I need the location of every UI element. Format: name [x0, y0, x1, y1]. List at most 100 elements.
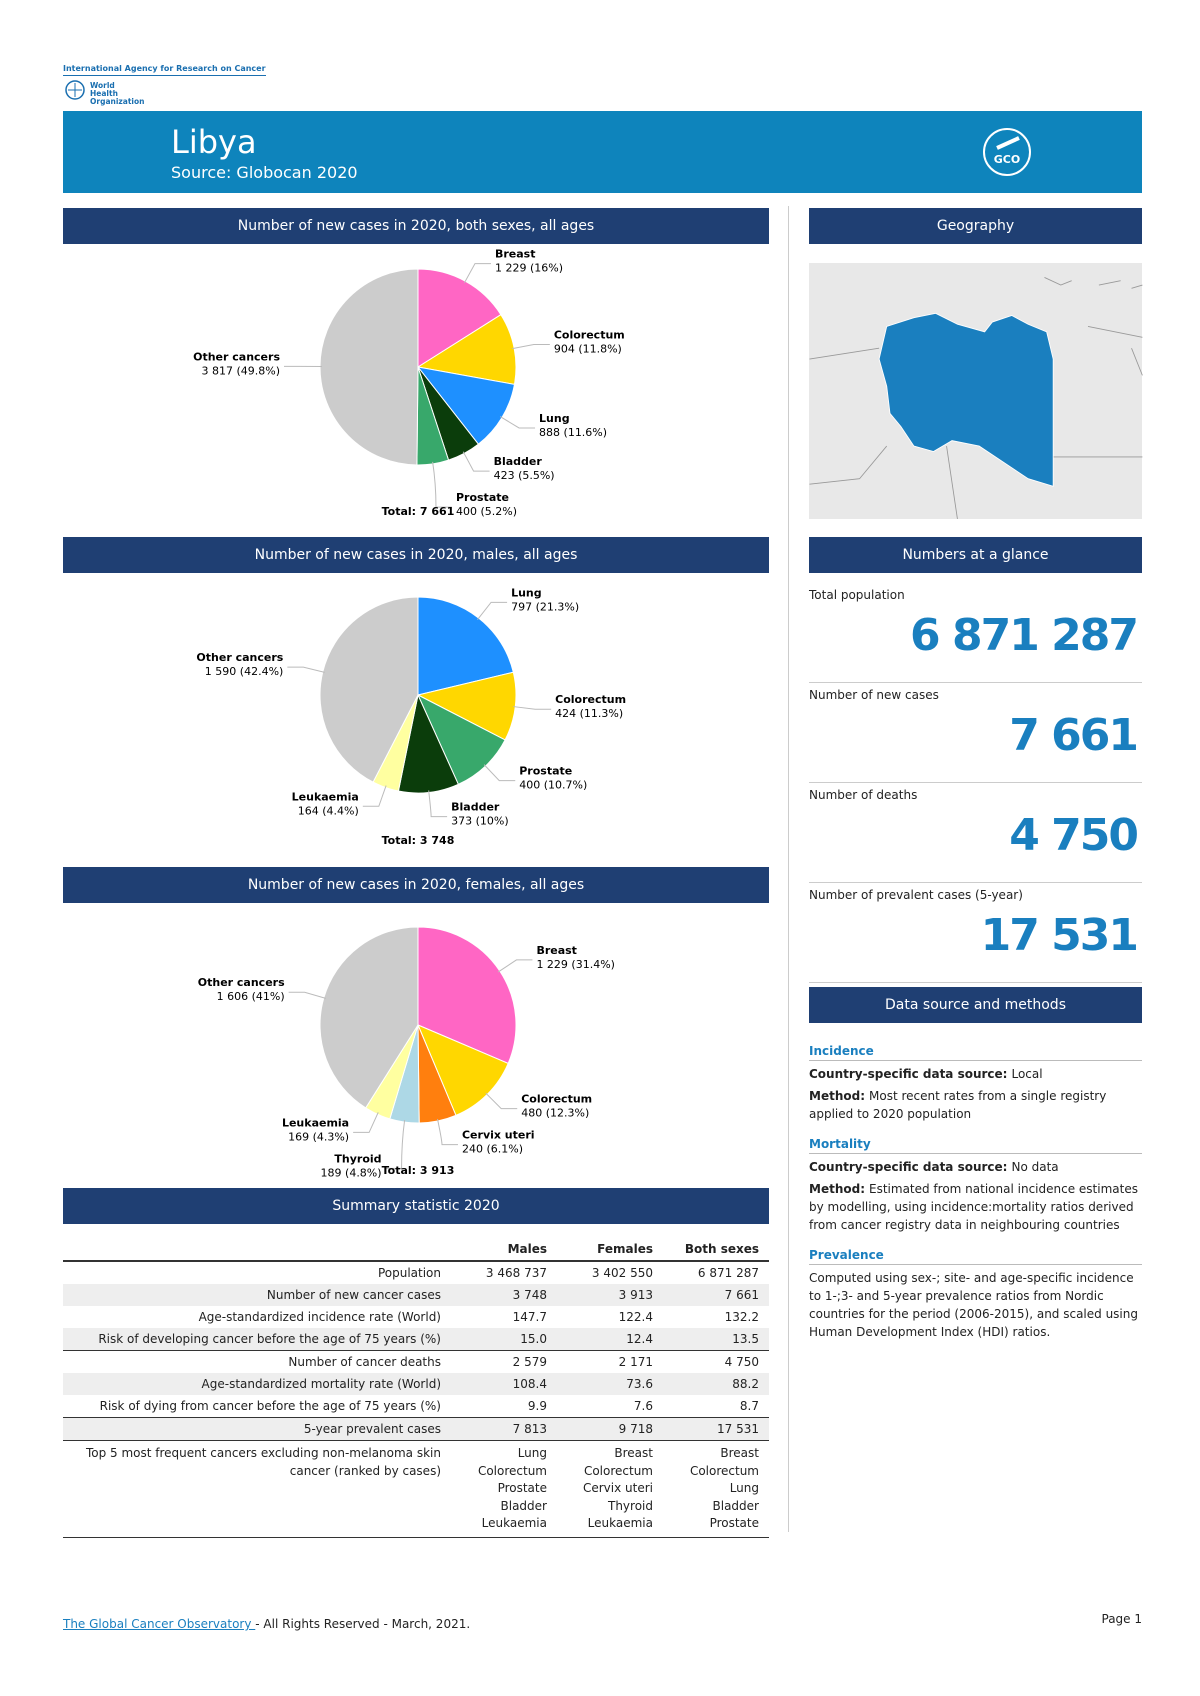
iarc-name: International Agency for Research on Can…	[63, 64, 266, 76]
glance-value: 7 661	[1009, 710, 1139, 761]
cell: 4 750	[724, 1355, 759, 1369]
method-line: Country-specific data source: Local	[809, 1065, 1142, 1083]
method-label: Method:	[809, 1089, 865, 1103]
table-row: Number of cancer deaths 2 579 2 171 4 750	[63, 1351, 769, 1374]
top5-item: Bladder	[500, 1498, 547, 1513]
slice-value: 904 (11.8%)	[554, 342, 622, 355]
slice-value: 424 (11.3%)	[555, 707, 623, 720]
cell: 7.6	[633, 1399, 653, 1413]
header-row: Males Females Both sexes	[63, 1238, 769, 1261]
country-title: Libya	[171, 123, 257, 161]
slice-value: 797 (21.3%)	[511, 600, 579, 613]
row-label: Number of cancer deaths	[288, 1355, 441, 1369]
slice-name: Cervix uteri	[462, 1129, 535, 1142]
footer-link[interactable]: The Global Cancer Observatory	[63, 1617, 256, 1631]
cell: 6 871 287	[697, 1266, 759, 1280]
row-label: Age-standardized mortality rate (World)	[201, 1377, 441, 1391]
slice-value: 1 606 (41%)	[217, 990, 285, 1003]
glance-rule	[809, 982, 1142, 983]
slice-name: Other cancers	[196, 651, 283, 664]
method-line: Method: Most recent rates from a single r…	[809, 1087, 1142, 1123]
top5-item: Prostate	[497, 1481, 547, 1496]
slice-value: 400 (10.7%)	[519, 779, 587, 792]
slice-name: Lung	[539, 412, 570, 425]
cell: 2 171	[618, 1355, 653, 1369]
slice-value: 888 (11.6%)	[539, 426, 607, 439]
row-label: Number of new cancer cases	[266, 1288, 441, 1302]
row-label: Risk of dying from cancer before the age…	[99, 1399, 441, 1413]
slice-value: 423 (5.5%)	[494, 469, 555, 482]
cell: 9 718	[618, 1422, 653, 1436]
method-text: Local	[1011, 1067, 1043, 1081]
top5-item: Leukaemia	[481, 1516, 547, 1531]
method-label: Country-specific data source:	[809, 1160, 1008, 1174]
slice-value: 240 (6.1%)	[462, 1143, 523, 1156]
table-row: Population 3 468 737 3 402 550 6 871 287	[63, 1261, 769, 1284]
gco-text: GCO	[994, 153, 1020, 166]
slice-value: 373 (10%)	[451, 815, 509, 828]
top5-item: Breast	[614, 1446, 653, 1460]
glance-value: 17 531	[980, 910, 1139, 961]
top5-item: Prostate	[709, 1516, 759, 1531]
slice-value: 400 (5.2%)	[456, 505, 517, 518]
pie-total: Total: 3 913	[382, 1164, 455, 1177]
glance-label: Total population	[809, 588, 905, 602]
slice-name: Prostate	[519, 765, 572, 778]
gco-logo: GCO	[983, 128, 1031, 176]
section-header: Data source and methods	[809, 987, 1142, 1023]
map	[809, 263, 1143, 520]
table-row: Risk of dying from cancer before the age…	[63, 1395, 769, 1418]
slice-name: Breast	[536, 944, 577, 957]
cell: 3 402 550	[591, 1266, 653, 1280]
source: Source: Globocan 2020	[171, 163, 358, 182]
method-label: Country-specific data source:	[809, 1067, 1008, 1081]
leader-line	[477, 601, 508, 620]
slice-name: Thyroid	[334, 1152, 381, 1165]
section-header: Number of new cases in 2020, females, al…	[63, 867, 769, 903]
cell: 3 913	[618, 1288, 653, 1302]
who-emblem	[65, 80, 85, 100]
table-row: Risk of developing cancer before the age…	[63, 1328, 769, 1351]
table-row: Age-standardized incidence rate (World) 1…	[63, 1306, 769, 1328]
leader-line	[437, 1118, 458, 1146]
cell: Breast Colorectum Lung Bladder Prostate	[663, 1441, 769, 1538]
slice-name: Other cancers	[193, 350, 280, 363]
top5-item: Thyroid	[608, 1498, 653, 1513]
section-header: Numbers at a glance	[809, 537, 1142, 573]
method-text: No data	[1011, 1160, 1059, 1174]
cell: 132.2	[724, 1310, 759, 1324]
cell: 88.2	[732, 1377, 759, 1391]
slice-name: Bladder	[494, 455, 543, 468]
cell: Breast Colorectum Cervix uteri Thyroid Leuka…	[557, 1441, 663, 1538]
cell: Lung Colorectum Prostate Bladder Leukaemia	[451, 1441, 557, 1538]
who-name: World Health Organization	[90, 81, 145, 106]
column-header: Both sexes	[684, 1242, 759, 1256]
leader-line	[512, 343, 550, 350]
slice-name: Colorectum	[555, 693, 626, 706]
top5-item: Lung	[517, 1446, 547, 1460]
cell: 9.9	[527, 1399, 547, 1413]
divider	[788, 206, 789, 1532]
method-heading: Mortality	[809, 1137, 1142, 1154]
top5-row: Top 5 most frequent cancers excluding no…	[63, 1441, 769, 1538]
leader-line	[483, 764, 516, 782]
leader-line	[485, 1092, 518, 1110]
glance-label: Number of deaths	[809, 788, 918, 802]
cell: 73.6	[626, 1377, 653, 1391]
methods: Incidence Country-specific data source: Lo…	[809, 1030, 1142, 1341]
footer-rights: - All Rights Reserved - March, 2021.	[255, 1617, 471, 1631]
section-header: Geography	[809, 208, 1142, 244]
cell: 108.4	[512, 1377, 547, 1391]
top5-item: Cervix uteri	[582, 1481, 653, 1496]
row-label: 5-year prevalent cases	[303, 1422, 441, 1436]
method-heading: Prevalence	[809, 1248, 1142, 1265]
header-band: Libya Source: Globocan 2020 GCO	[63, 111, 1142, 193]
column-header: Females	[597, 1242, 653, 1256]
table-row: 5-year prevalent cases 7 813 9 718 17 531	[63, 1417, 769, 1441]
glance-label: Number of new cases	[809, 688, 939, 702]
table: Males Females Both sexes Population 3 468 73…	[63, 1238, 769, 1538]
glance-value: 4 750	[1009, 810, 1139, 861]
leader-line	[463, 263, 491, 284]
table-row: Number of new cancer cases 3 748 3 913 7 66…	[63, 1284, 769, 1306]
